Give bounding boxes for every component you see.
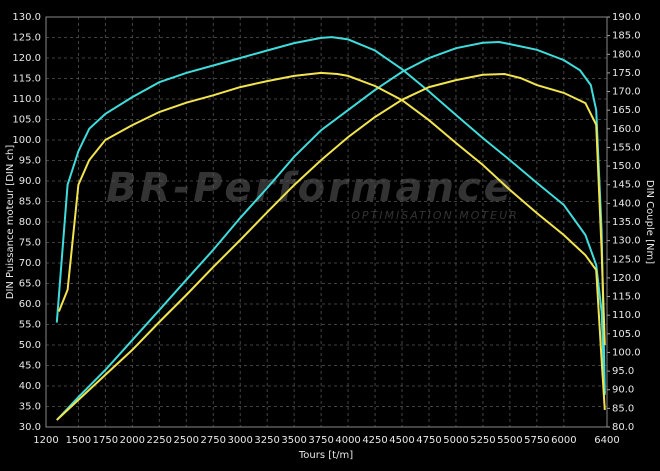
- y-tick-label: 125.0: [12, 33, 41, 44]
- y-tick-label: 90.0: [19, 176, 41, 187]
- series-line: [56, 40, 606, 421]
- x-tick-label: 6400: [594, 435, 619, 446]
- y2-tick-label: 105.0: [612, 329, 641, 340]
- x-tick-label: 1500: [66, 435, 91, 446]
- y2-tick-label: 125.0: [612, 254, 641, 265]
- y-tick-label: 55.0: [19, 320, 41, 331]
- y2-tick-label: 140.0: [612, 198, 641, 209]
- y-tick-label: 110.0: [12, 94, 41, 105]
- x-tick-label: 5750: [524, 435, 549, 446]
- y-tick-label: 40.0: [19, 381, 41, 392]
- y-tick-label: 75.0: [19, 238, 41, 249]
- y2-axis-title: DIN Couple [Nm]: [644, 180, 655, 264]
- watermark-sub: OPTIMISATION MOTEUR: [351, 209, 519, 222]
- y2-tick-label: 90.0: [612, 385, 634, 396]
- y2-tick-label: 170.0: [612, 87, 641, 98]
- x-tick-label: 4750: [416, 435, 441, 446]
- x-tick-label: 4000: [335, 435, 360, 446]
- y2-tick-label: 145.0: [612, 180, 641, 191]
- y-tick-label: 65.0: [19, 279, 41, 290]
- y-tick-label: 50.0: [19, 340, 41, 351]
- y2-tick-label: 100.0: [612, 347, 641, 358]
- y2-tick-label: 185.0: [612, 31, 641, 42]
- y-axis-title: DIN Puissance moteur [DIN ch]: [5, 145, 16, 300]
- y2-tick-label: 160.0: [612, 124, 641, 135]
- y-tick-label: 35.0: [19, 402, 41, 413]
- y2-tick-label: 175.0: [612, 68, 641, 79]
- x-tick-label: 3750: [308, 435, 333, 446]
- series-line: [57, 71, 606, 410]
- y2-tick-label: 95.0: [612, 366, 634, 377]
- y-tick-label: 120.0: [12, 53, 41, 64]
- y-tick-label: 80.0: [19, 217, 41, 228]
- y-tick-label: 95.0: [19, 156, 41, 167]
- x-tick-label: 3000: [227, 435, 252, 446]
- x-tick-label: 2000: [120, 435, 145, 446]
- y-tick-label: 105.0: [12, 115, 41, 126]
- x-tick-label: 3500: [281, 435, 306, 446]
- y2-tick-label: 135.0: [612, 217, 641, 228]
- plot-frame: [45, 16, 608, 428]
- x-tick-label: 2500: [174, 435, 199, 446]
- x-tick-label: 3250: [254, 435, 279, 446]
- y2-tick-label: 165.0: [612, 105, 641, 116]
- y-tick-label: 130.0: [12, 12, 41, 23]
- y-tick-label: 45.0: [19, 361, 41, 372]
- y-tick-label: 70.0: [19, 258, 41, 269]
- y-tick-label: 115.0: [12, 74, 41, 85]
- y2-tick-label: 110.0: [612, 310, 641, 321]
- series-line: [55, 36, 606, 395]
- y2-tick-label: 150.0: [612, 161, 641, 172]
- x-tick-label: 2750: [200, 435, 225, 446]
- y2-tick-label: 115.0: [612, 292, 641, 303]
- y2-tick-label: 80.0: [612, 422, 634, 433]
- x-tick-label: 6000: [551, 435, 576, 446]
- x-tick-label: 5250: [470, 435, 495, 446]
- y-tick-label: 60.0: [19, 299, 41, 310]
- x-tick-label: 5000: [443, 435, 468, 446]
- y2-tick-label: 130.0: [612, 236, 641, 247]
- y-tick-label: 85.0: [19, 197, 41, 208]
- y2-tick-label: 85.0: [612, 403, 634, 414]
- y2-tick-label: 180.0: [612, 49, 641, 60]
- x-tick-label: 2250: [147, 435, 172, 446]
- x-tick-label: 1750: [93, 435, 118, 446]
- y-tick-label: 30.0: [19, 422, 41, 433]
- x-tick-label: 4250: [362, 435, 387, 446]
- y-tick-label: 100.0: [12, 135, 41, 146]
- x-axis-title: Tours [t/m]: [298, 450, 353, 461]
- y2-tick-label: 120.0: [612, 273, 641, 284]
- x-tick-label: 1200: [33, 435, 58, 446]
- y2-tick-label: 190.0: [612, 12, 641, 23]
- x-tick-label: 4500: [389, 435, 414, 446]
- watermark: BR-Performance: [106, 165, 514, 211]
- series-line: [56, 72, 606, 421]
- y2-tick-label: 155.0: [612, 142, 641, 153]
- x-tick-label: 5500: [497, 435, 522, 446]
